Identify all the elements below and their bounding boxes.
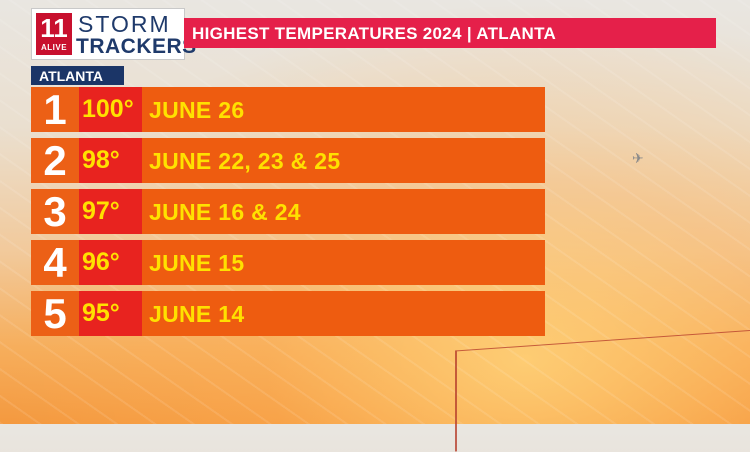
header-title: HIGHEST TEMPERATURES 2024 | ATLANTA [192, 24, 557, 43]
rank-cell: 1 [31, 87, 79, 132]
ranking-row: 3 97° JUNE 16 & 24 [31, 189, 545, 234]
ranking-row: 4 96° JUNE 15 [31, 240, 545, 285]
date-cell: JUNE 14 [142, 291, 545, 336]
temperature-cell: 96° [79, 240, 142, 285]
logo-badge-text: ALIVE [40, 43, 68, 52]
background-structure [455, 329, 750, 452]
ranking-row: 2 98° JUNE 22, 23 & 25 [31, 138, 545, 183]
rank-number: 4 [43, 239, 67, 286]
temperature-value: 95° [82, 299, 120, 327]
logo-badge: 11 ALIVE [36, 13, 72, 55]
header-bar: HIGHEST TEMPERATURES 2024 | ATLANTA [184, 18, 716, 48]
temperature-value: 100° [82, 95, 134, 123]
date-cell: JUNE 22, 23 & 25 [142, 138, 545, 183]
station-logo: 11 ALIVE STORM TRACKERS [31, 8, 196, 60]
ranking-row: 5 95° JUNE 14 [31, 291, 545, 336]
location-tab: ATLANTA [31, 66, 124, 85]
date-cell: JUNE 26 [142, 87, 545, 132]
logo-badge-number: 11 [40, 13, 68, 43]
date-text: JUNE 15 [149, 250, 245, 276]
rank-number: 5 [43, 290, 67, 337]
logo-word-trackers: TRACKERS [76, 35, 197, 58]
rank-number: 1 [43, 86, 67, 133]
location-tab-label: ATLANTA [39, 68, 104, 84]
rank-cell: 4 [31, 240, 79, 285]
rank-cell: 3 [31, 189, 79, 234]
date-text: JUNE 16 & 24 [149, 199, 301, 225]
logo-word-storm: STORM [78, 11, 171, 37]
date-cell: JUNE 15 [142, 240, 545, 285]
background-bird-icon: ✈ [632, 150, 644, 166]
temperature-value: 98° [82, 146, 120, 174]
temperature-cell: 98° [79, 138, 142, 183]
temperature-value: 97° [82, 197, 120, 225]
rank-cell: 2 [31, 138, 79, 183]
date-text: JUNE 14 [149, 301, 245, 327]
temperature-value: 96° [82, 248, 120, 276]
rank-number: 2 [43, 137, 67, 184]
temperature-cell: 95° [79, 291, 142, 336]
rank-number: 3 [43, 188, 67, 235]
temperature-cell: 97° [79, 189, 142, 234]
ranking-row: 1 100° JUNE 26 [31, 87, 545, 132]
date-cell: JUNE 16 & 24 [142, 189, 545, 234]
rank-cell: 5 [31, 291, 79, 336]
date-text: JUNE 26 [149, 97, 245, 123]
temperature-cell: 100° [79, 87, 142, 132]
date-text: JUNE 22, 23 & 25 [149, 148, 341, 174]
